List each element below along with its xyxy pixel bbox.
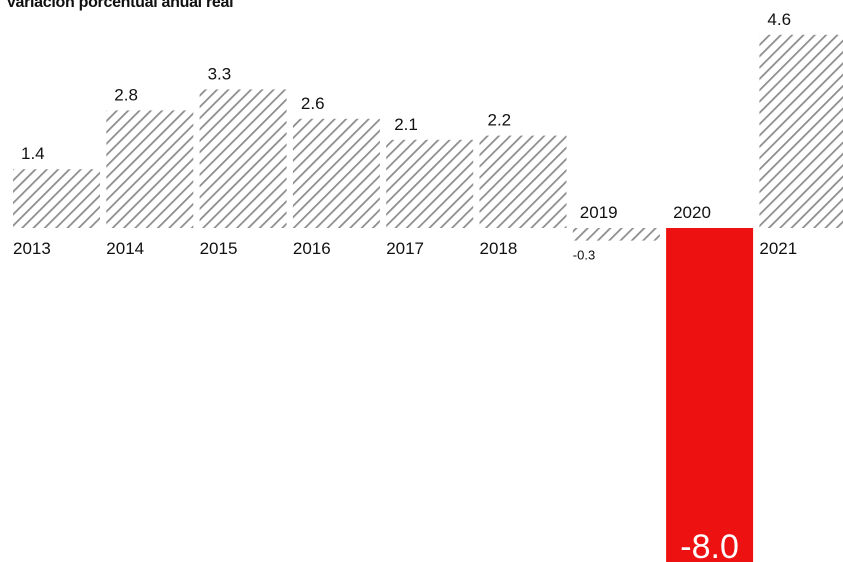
- category-label-2017: 2017: [386, 239, 424, 258]
- category-label-2015: 2015: [200, 239, 238, 258]
- category-label-2016: 2016: [293, 239, 331, 258]
- value-label-2019: -0.3: [573, 248, 595, 263]
- bar-2016: [292, 118, 380, 228]
- category-label-2019: 2019: [580, 203, 618, 222]
- bar-2020: [666, 228, 754, 562]
- category-label-2014: 2014: [106, 239, 144, 258]
- value-label-2018: 2.2: [488, 111, 512, 130]
- labels-group: 2013 1.4 2014 2.8 2015 3.3 2016 2.6 2017 2.1 2018 2…: [13, 10, 797, 562]
- value-label-2014: 2.8: [114, 85, 138, 104]
- bar-2015: [199, 89, 287, 229]
- value-label-2016: 2.6: [301, 94, 325, 113]
- bar-2017: [386, 139, 474, 228]
- bar-2013: [13, 169, 100, 228]
- bar-2019: [572, 228, 660, 241]
- category-label-2021: 2021: [759, 239, 797, 258]
- value-label-2015: 3.3: [208, 64, 232, 83]
- bars-group: [13, 34, 843, 562]
- bar-2018: [479, 135, 567, 228]
- chart-subtitle: Variación porcentual anual real: [6, 0, 234, 11]
- bar-2014: [106, 110, 194, 228]
- value-label-2013: 1.4: [21, 144, 45, 163]
- value-label-2020: -8.0: [680, 528, 739, 562]
- value-label-2017: 2.1: [394, 115, 418, 134]
- category-label-2013: 2013: [13, 239, 51, 258]
- category-label-2020: 2020: [673, 203, 711, 222]
- category-label-2018: 2018: [480, 239, 518, 258]
- bar-2021: [759, 34, 843, 228]
- value-label-2021: 4.6: [767, 10, 791, 29]
